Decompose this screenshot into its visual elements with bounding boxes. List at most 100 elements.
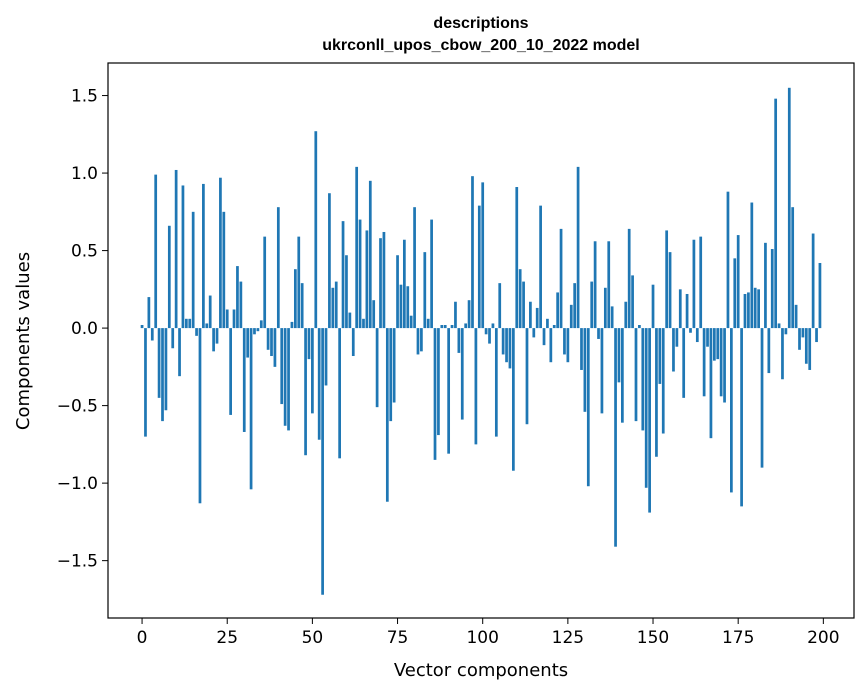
bar [385, 328, 389, 502]
bar [280, 328, 284, 405]
bar [229, 328, 232, 415]
bar [375, 328, 379, 408]
bar [750, 202, 754, 329]
bar [668, 252, 672, 329]
bar [392, 328, 396, 403]
y-tick-label: −1.5 [57, 552, 98, 572]
bar [225, 309, 229, 329]
bar [460, 328, 464, 420]
bar [300, 283, 304, 329]
bar [747, 292, 750, 329]
y-tick-label: 0.0 [71, 319, 98, 339]
y-tick-label: 0.5 [71, 242, 98, 262]
bar [614, 328, 617, 547]
x-axis-label: Vector components [394, 660, 568, 681]
bar [242, 328, 246, 432]
bar [702, 328, 706, 397]
bar [753, 287, 757, 329]
x-tick-label: 150 [637, 628, 669, 648]
bar [457, 328, 461, 353]
bar [808, 328, 812, 370]
bar [290, 321, 294, 329]
bar [198, 328, 202, 504]
bar [695, 328, 699, 343]
bar [178, 328, 181, 377]
bar [184, 318, 188, 329]
bar [542, 328, 546, 346]
bar [212, 328, 215, 352]
chart-title-line-2: ukrconll_upos_cbow_200_10_2022 model [322, 37, 639, 54]
bar [566, 328, 570, 363]
bar [222, 211, 226, 329]
bar [638, 325, 641, 329]
bar [488, 328, 491, 344]
bar [644, 328, 648, 488]
bar [559, 228, 563, 329]
bar [362, 318, 365, 329]
bar [167, 225, 171, 329]
y-axis-ticks: −1.5 −1.0 −0.5 0.0 0.5 1.0 1.5 [57, 87, 108, 572]
bar [525, 328, 529, 425]
y-tick-label: −0.5 [57, 397, 98, 417]
bar [733, 258, 737, 329]
bar [675, 328, 679, 347]
bar [699, 236, 703, 329]
bar [518, 269, 522, 329]
bar [253, 328, 256, 335]
bar [348, 312, 352, 329]
bar [157, 328, 161, 398]
bar [259, 320, 263, 329]
bar [416, 328, 420, 355]
bar [726, 191, 730, 329]
bar [580, 328, 583, 370]
bar [413, 207, 416, 329]
bar [740, 328, 743, 507]
bar [409, 315, 413, 329]
bar [661, 328, 665, 434]
bar [161, 328, 164, 422]
bar [474, 328, 478, 445]
bar [314, 131, 318, 329]
x-tick-label: 0 [137, 628, 148, 648]
x-axis-ticks: 0 25 50 75 100 125 150 175 200 [137, 618, 840, 648]
bar [191, 211, 195, 329]
bar [283, 328, 287, 426]
bar [621, 328, 624, 423]
bar [736, 235, 740, 329]
bar [743, 293, 747, 329]
x-tick-label: 50 [302, 628, 324, 648]
bar [140, 325, 144, 329]
bar [208, 295, 212, 329]
bar [164, 328, 168, 411]
bar [379, 238, 382, 329]
bar [716, 328, 720, 360]
bar [818, 262, 822, 329]
bar [787, 87, 791, 329]
bar [539, 205, 542, 329]
bar [236, 266, 239, 329]
bar [777, 323, 781, 329]
bar [317, 328, 321, 440]
bar [430, 219, 433, 329]
bars-group [140, 87, 822, 595]
x-tick-label: 125 [552, 628, 584, 648]
bar [171, 328, 175, 349]
bar [345, 255, 348, 329]
bar [491, 323, 495, 329]
bar [389, 328, 393, 422]
bar [331, 287, 335, 329]
bar [682, 328, 686, 398]
bar [181, 185, 185, 329]
x-tick-label: 100 [466, 628, 498, 648]
bar [767, 328, 771, 374]
bar [396, 255, 399, 329]
bar [801, 328, 805, 338]
bar [709, 328, 713, 439]
bar [328, 193, 331, 329]
bar [634, 328, 638, 422]
bar [467, 300, 471, 329]
bar [304, 328, 307, 456]
y-tick-label: 1.0 [71, 164, 98, 184]
bar [276, 207, 280, 329]
bar [692, 239, 696, 329]
